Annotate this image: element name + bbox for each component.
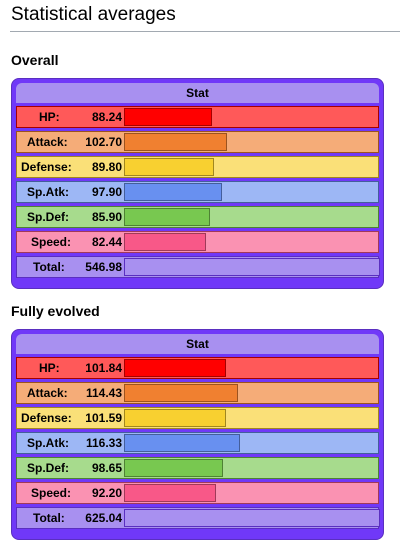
- stat-name-defense: Defense:: [21, 408, 72, 428]
- stat-row-defense: Defense: 89.80: [16, 156, 379, 178]
- stat-bar-attack: [124, 384, 238, 402]
- stat-bar-speed: [124, 233, 206, 251]
- stat-row-speed: Speed: 82.44: [16, 231, 379, 253]
- stat-table-header: Stat: [16, 83, 379, 103]
- stat-label-cell: Total: 546.98: [17, 257, 124, 277]
- stat-name-speed: Speed:: [31, 483, 71, 503]
- stat-bar-defense: [124, 409, 226, 427]
- stat-name-sp-atk: Sp.Atk:: [27, 182, 69, 202]
- page-title: Statistical averages: [11, 4, 176, 26]
- stat-table-header: Stat: [16, 334, 379, 354]
- stat-row-speed: Speed: 92.20: [16, 482, 379, 504]
- stat-name-sp-def: Sp.Def:: [27, 458, 69, 478]
- stat-bar-defense: [124, 158, 214, 176]
- stat-label-cell: HP: 101.84: [17, 358, 124, 378]
- stat-row-sp-def: Sp.Def: 85.90: [16, 206, 379, 228]
- stat-label-cell: HP: 88.24: [17, 107, 124, 127]
- stat-label-cell: Attack: 114.43: [17, 383, 124, 403]
- stat-row-total: Total: 546.98: [16, 256, 379, 278]
- stat-label-cell: Total: 625.04: [17, 508, 124, 528]
- stat-bar-speed: [124, 484, 216, 502]
- stat-label-cell: Sp.Def: 85.90: [17, 207, 124, 227]
- stat-value-sp-atk: 116.33: [86, 433, 122, 453]
- stat-row-attack: Attack: 102.70: [16, 131, 379, 153]
- stat-name-hp: HP:: [39, 358, 60, 378]
- stat-bar-hp: [124, 108, 212, 126]
- stat-label-cell: Speed: 82.44: [17, 232, 124, 252]
- stat-table-fully-evolved: Stat HP: 101.84 Attack: 114.43 Defense: …: [11, 329, 384, 540]
- stat-label-cell: Defense: 89.80: [17, 157, 124, 177]
- stat-value-speed: 92.20: [92, 483, 122, 503]
- stat-name-defense: Defense:: [21, 157, 72, 177]
- section-heading-overall: Overall: [11, 52, 58, 68]
- stat-name-hp: HP:: [39, 107, 60, 127]
- stat-value-hp: 101.84: [85, 358, 122, 378]
- stat-value-sp-def: 85.90: [92, 207, 122, 227]
- stat-label-cell: Sp.Def: 98.65: [17, 458, 124, 478]
- stat-value-defense: 101.59: [85, 408, 122, 428]
- stat-label-cell: Sp.Atk: 116.33: [17, 433, 124, 453]
- stat-value-attack: 102.70: [85, 132, 122, 152]
- stat-name-attack: Attack:: [27, 132, 68, 152]
- stat-value-sp-def: 98.65: [92, 458, 122, 478]
- stat-label-cell: Defense: 101.59: [17, 408, 124, 428]
- stat-bar-attack: [124, 133, 227, 151]
- stat-row-hp: HP: 88.24: [16, 106, 379, 128]
- stat-value-total: 546.98: [85, 257, 122, 277]
- stat-bar-total: [124, 509, 380, 527]
- stat-name-sp-atk: Sp.Atk:: [27, 433, 69, 453]
- stat-bar-sp-atk: [124, 434, 240, 452]
- stat-name-total: Total:: [33, 508, 65, 528]
- stat-value-speed: 82.44: [92, 232, 122, 252]
- stat-bar-total: [124, 258, 380, 276]
- stat-bar-sp-def: [124, 208, 210, 226]
- stat-row-sp-def: Sp.Def: 98.65: [16, 457, 379, 479]
- stat-value-hp: 88.24: [92, 107, 122, 127]
- title-divider: [10, 31, 400, 32]
- stat-row-sp-atk: Sp.Atk: 116.33: [16, 432, 379, 454]
- stat-value-total: 625.04: [85, 508, 122, 528]
- stat-row-total: Total: 625.04: [16, 507, 379, 529]
- stat-row-sp-atk: Sp.Atk: 97.90: [16, 181, 379, 203]
- stat-row-attack: Attack: 114.43: [16, 382, 379, 404]
- stat-name-sp-def: Sp.Def:: [27, 207, 69, 227]
- stat-row-defense: Defense: 101.59: [16, 407, 379, 429]
- stat-name-total: Total:: [33, 257, 65, 277]
- stat-table-overall: Stat HP: 88.24 Attack: 102.70 Defense: 8…: [11, 78, 384, 289]
- stat-bar-sp-atk: [124, 183, 222, 201]
- stat-value-sp-atk: 97.90: [92, 182, 122, 202]
- stat-label-cell: Speed: 92.20: [17, 483, 124, 503]
- stat-value-attack: 114.43: [86, 383, 122, 403]
- section-heading-fully-evolved: Fully evolved: [11, 303, 100, 319]
- stat-value-defense: 89.80: [92, 157, 122, 177]
- stat-bar-sp-def: [124, 459, 223, 477]
- stat-row-hp: HP: 101.84: [16, 357, 379, 379]
- stat-bar-hp: [124, 359, 226, 377]
- stat-name-attack: Attack:: [27, 383, 68, 403]
- stat-label-cell: Attack: 102.70: [17, 132, 124, 152]
- stat-name-speed: Speed:: [31, 232, 71, 252]
- stat-label-cell: Sp.Atk: 97.90: [17, 182, 124, 202]
